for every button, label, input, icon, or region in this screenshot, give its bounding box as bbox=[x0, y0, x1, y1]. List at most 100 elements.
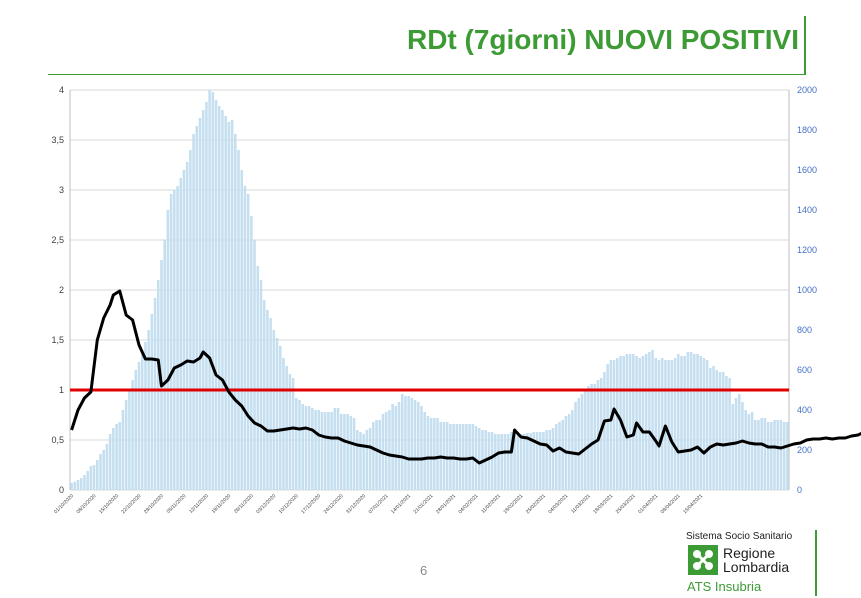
bar bbox=[416, 402, 420, 490]
bar bbox=[750, 412, 754, 490]
bar bbox=[234, 134, 237, 490]
bar bbox=[689, 352, 693, 490]
bar bbox=[208, 90, 211, 490]
bar bbox=[641, 356, 645, 490]
bar bbox=[250, 216, 253, 490]
bar bbox=[754, 420, 757, 490]
x-axis-tick-label: 17/12/2020 bbox=[300, 493, 322, 515]
bar bbox=[134, 370, 138, 490]
left-axis-tick-label: 0 bbox=[59, 485, 64, 495]
bar bbox=[298, 400, 301, 490]
bar bbox=[583, 390, 587, 490]
bar bbox=[224, 116, 227, 490]
x-axis-tick-label: 11/03/2021 bbox=[570, 493, 592, 515]
bar bbox=[323, 412, 327, 490]
bar bbox=[413, 400, 417, 490]
bar bbox=[728, 378, 731, 490]
bar bbox=[327, 412, 330, 490]
bar bbox=[676, 354, 680, 490]
bar bbox=[269, 318, 272, 490]
bar bbox=[349, 416, 353, 490]
bar bbox=[352, 418, 356, 490]
bar bbox=[307, 406, 311, 490]
right-axis-tick-label: 1400 bbox=[797, 205, 817, 215]
bar bbox=[436, 418, 439, 490]
bar bbox=[166, 210, 170, 490]
bar bbox=[445, 422, 449, 490]
bar bbox=[89, 466, 93, 490]
x-axis-tick-label: 18/02/2021 bbox=[502, 493, 524, 515]
bar bbox=[705, 360, 709, 490]
bar bbox=[240, 170, 244, 490]
logo-rule bbox=[815, 530, 817, 596]
x-axis-tick-label: 25/03/2021 bbox=[615, 493, 637, 515]
right-axis-tick-label: 1600 bbox=[797, 165, 817, 175]
bar bbox=[644, 354, 648, 490]
bar bbox=[346, 414, 349, 490]
x-axis-tick-label: 19/11/2020 bbox=[211, 493, 233, 515]
bar bbox=[494, 434, 497, 490]
bar bbox=[538, 432, 542, 490]
bar bbox=[667, 360, 670, 490]
bar bbox=[680, 356, 683, 490]
bar bbox=[699, 356, 703, 490]
logo-system-text: Sistema Socio Sanitario bbox=[686, 531, 793, 542]
bar bbox=[384, 412, 388, 490]
bar bbox=[355, 430, 359, 490]
bar bbox=[519, 434, 523, 490]
bar bbox=[253, 240, 256, 490]
bar bbox=[638, 358, 642, 490]
bar bbox=[477, 428, 481, 490]
bar bbox=[375, 420, 378, 490]
x-axis-tick-label: 28/01/2021 bbox=[435, 493, 457, 515]
bar bbox=[500, 434, 504, 490]
bar bbox=[272, 330, 276, 490]
right-axis-tick-label: 0 bbox=[797, 485, 802, 495]
left-axis-tick-label: 0,5 bbox=[51, 435, 64, 445]
bar bbox=[551, 428, 555, 490]
x-axis-tick-label: 08/10/2020 bbox=[76, 493, 98, 515]
bar bbox=[548, 430, 552, 490]
bar bbox=[339, 414, 343, 490]
bar bbox=[606, 364, 609, 490]
bar bbox=[291, 378, 295, 490]
bar bbox=[400, 394, 404, 490]
bar bbox=[516, 434, 520, 490]
bar bbox=[648, 352, 651, 490]
x-axis-tick-label: 03/12/2020 bbox=[255, 493, 277, 515]
bar bbox=[782, 422, 786, 490]
bar bbox=[179, 178, 183, 490]
left-axis-tick-label: 3 bbox=[59, 185, 64, 195]
bar bbox=[105, 444, 109, 490]
right-axis-tick-label: 2000 bbox=[797, 85, 817, 95]
x-axis-tick-label: 25/02/2021 bbox=[525, 493, 547, 515]
bar bbox=[625, 354, 629, 490]
logo-region-line1: Regione bbox=[723, 545, 776, 561]
bar bbox=[433, 418, 436, 490]
bar bbox=[266, 310, 269, 490]
bar bbox=[243, 186, 247, 490]
title-rule-horizontal bbox=[48, 74, 806, 75]
bar bbox=[115, 424, 118, 490]
bar bbox=[163, 240, 166, 490]
bar bbox=[362, 434, 365, 490]
bar bbox=[304, 406, 308, 490]
bar bbox=[372, 422, 375, 490]
bar bbox=[555, 424, 558, 490]
bar bbox=[262, 300, 266, 490]
bar bbox=[654, 358, 658, 490]
bar bbox=[526, 433, 529, 490]
right-axis-tick-label: 200 bbox=[797, 445, 812, 455]
bar bbox=[558, 422, 561, 490]
x-axis-tick-label: 01/10/2020 bbox=[53, 493, 75, 515]
bar bbox=[211, 92, 215, 490]
bar bbox=[278, 346, 282, 490]
bar bbox=[99, 454, 102, 490]
bar bbox=[766, 422, 770, 490]
bar bbox=[95, 460, 99, 490]
bar bbox=[314, 410, 317, 490]
bar bbox=[577, 398, 581, 490]
right-axis-tick-label: 400 bbox=[797, 405, 812, 415]
bar bbox=[189, 150, 192, 490]
x-axis-tick-label: 29/10/2020 bbox=[143, 493, 165, 515]
